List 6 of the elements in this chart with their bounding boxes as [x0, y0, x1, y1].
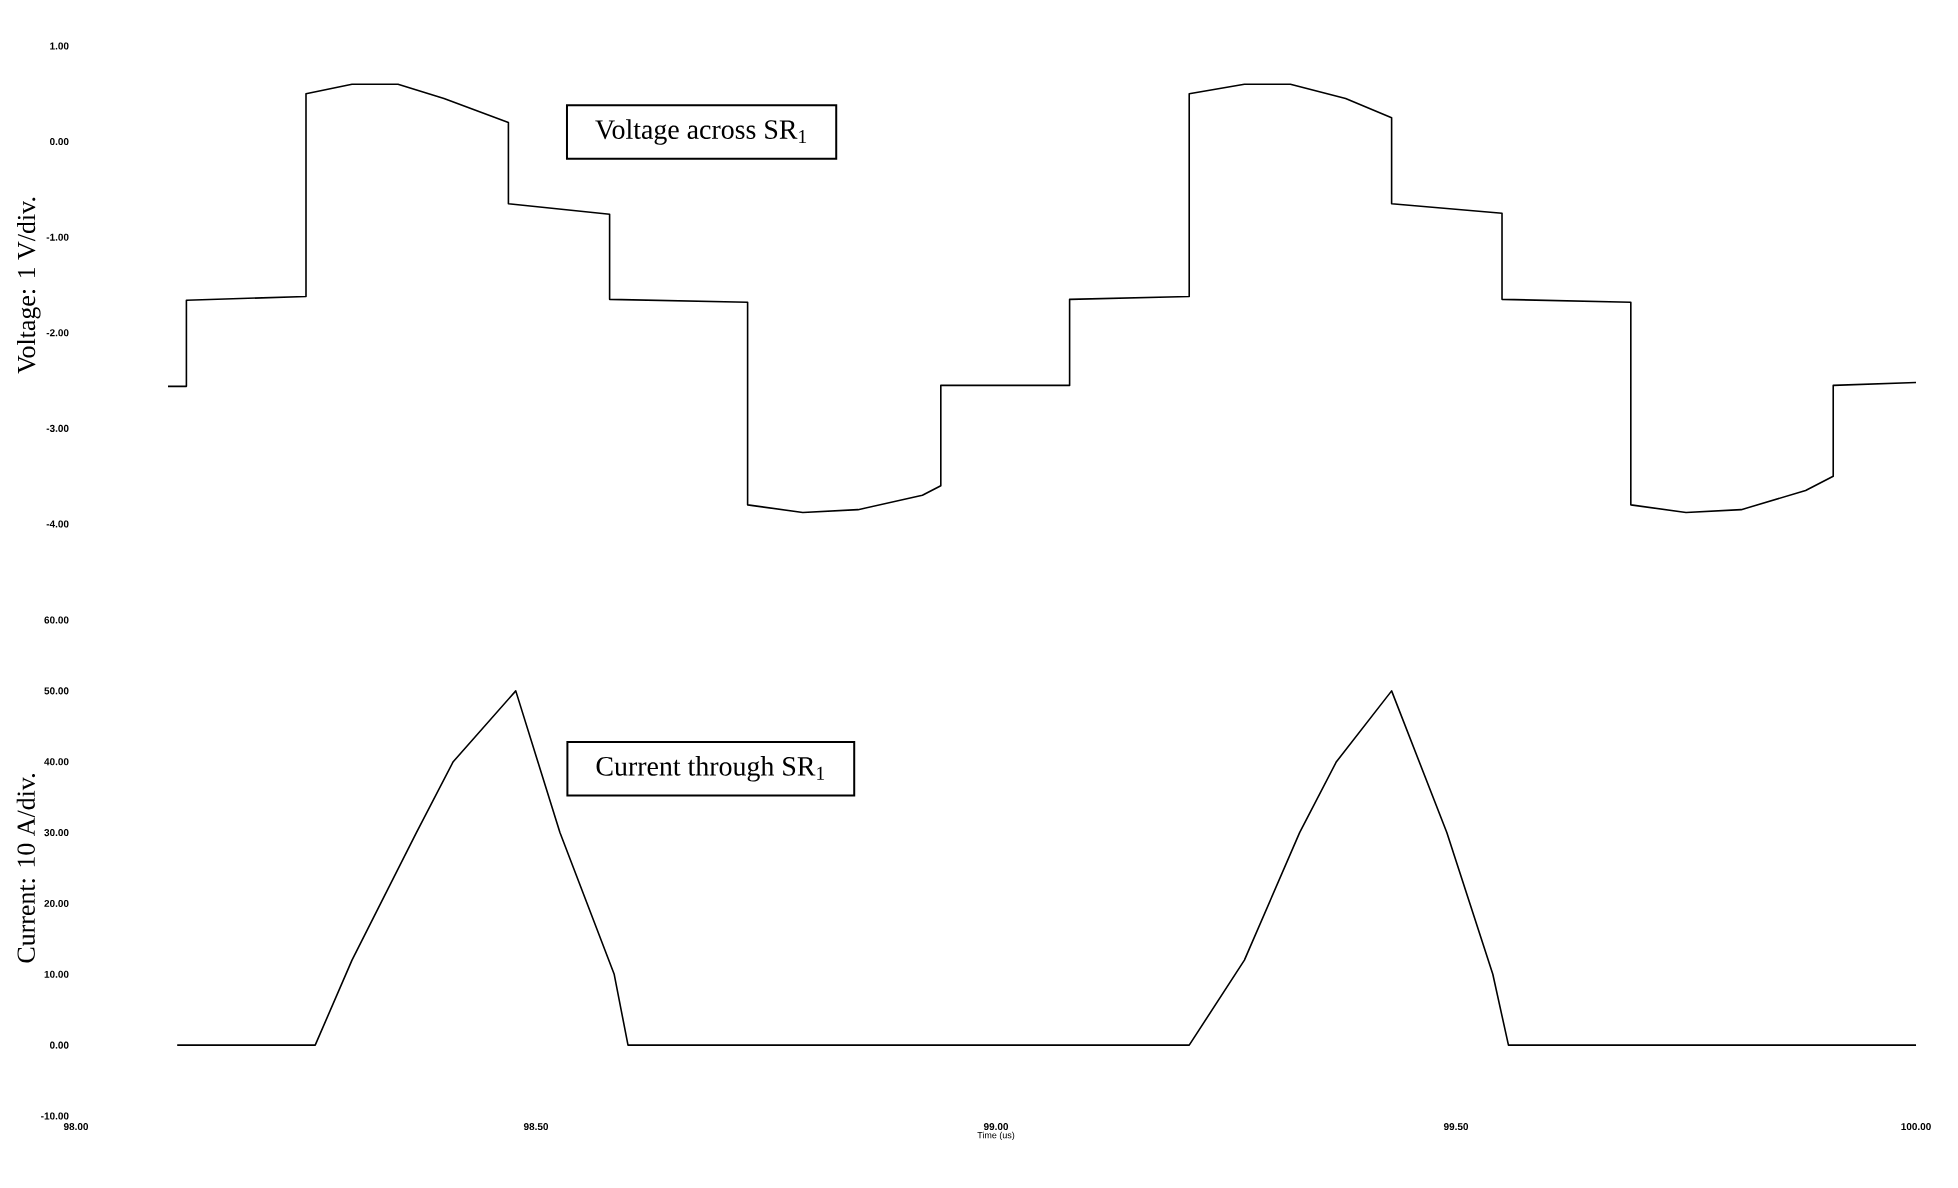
y-axis-title: Voltage: 1 V/div.	[17, 197, 41, 374]
line-series	[167, 83, 1917, 514]
y-axis-title: Current: 10 A/div.	[16, 774, 36, 963]
annotation: Voltage across SR$_{1}$	[595, 119, 807, 145]
line-series	[176, 690, 1917, 1046]
annotation: Current through SR$_{1}$	[596, 756, 825, 782]
